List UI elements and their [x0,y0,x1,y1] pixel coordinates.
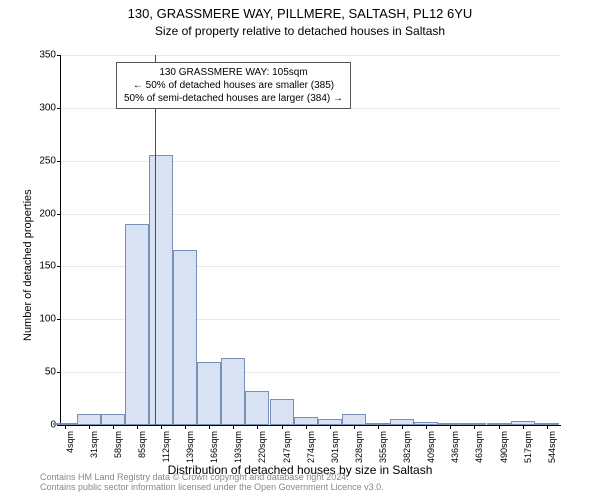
x-tick [354,425,355,429]
x-tick-label: 220sqm [257,431,267,463]
x-tick [161,425,162,429]
x-tick [185,425,186,429]
x-tick-label: 436sqm [450,431,460,463]
bar [101,414,125,425]
y-tick-label: 100 [39,314,56,325]
x-tick-label: 355sqm [378,431,388,463]
y-tick-label: 150 [39,261,56,272]
x-tick-label: 31sqm [89,431,99,458]
x-tick [89,425,90,429]
x-tick [426,425,427,429]
bar [270,399,294,425]
x-tick [209,425,210,429]
legend-line-3: 50% of semi-detached houses are larger (… [124,92,343,105]
chart-subtitle: Size of property relative to detached ho… [0,24,600,38]
x-tick-label: 382sqm [402,431,412,463]
x-tick [306,425,307,429]
x-tick [137,425,138,429]
y-tick-label: 350 [39,50,56,61]
x-tick-label: 85sqm [137,431,147,458]
y-axis-label: Number of detached properties [22,141,34,341]
y-tick-label: 50 [45,367,56,378]
x-tick-label: 112sqm [161,431,171,462]
x-tick-label: 544sqm [547,431,557,463]
x-tick [402,425,403,429]
footer-line-1: Contains HM Land Registry data © Crown c… [40,472,384,482]
grid-line [61,161,561,162]
bar [173,250,197,425]
x-tick [378,425,379,429]
grid-line [61,55,561,56]
x-tick [450,425,451,429]
bar [77,414,101,425]
plot-area: 130 GRASSMERE WAY: 105sqm ← 50% of detac… [60,55,561,426]
bar [197,362,221,425]
y-tick [57,161,61,162]
x-tick [282,425,283,429]
x-tick-label: 409sqm [426,431,436,463]
x-tick [330,425,331,429]
x-tick [113,425,114,429]
y-tick-label: 200 [39,208,56,219]
x-tick-label: 463sqm [474,431,484,463]
x-tick [257,425,258,429]
x-tick-label: 301sqm [330,431,340,463]
y-tick-label: 250 [39,155,56,166]
legend-line-1: 130 GRASSMERE WAY: 105sqm [124,66,343,79]
chart-container: 130, GRASSMERE WAY, PILLMERE, SALTASH, P… [0,0,600,500]
y-tick [57,425,61,426]
chart-title: 130, GRASSMERE WAY, PILLMERE, SALTASH, P… [0,6,600,21]
x-tick-label: 517sqm [523,431,533,463]
bar [149,155,173,425]
bar [125,224,149,425]
x-tick-label: 490sqm [499,431,509,463]
footer-line-2: Contains public sector information licen… [40,482,384,492]
x-tick-label: 328sqm [354,431,364,463]
x-tick-label: 247sqm [282,431,292,463]
x-tick-label: 58sqm [113,431,123,458]
x-tick [523,425,524,429]
y-tick [57,372,61,373]
legend-line-2: ← 50% of detached houses are smaller (38… [124,79,343,92]
footer-text: Contains HM Land Registry data © Crown c… [40,472,384,492]
x-tick-label: 139sqm [185,431,195,463]
y-tick [57,214,61,215]
bar [245,391,269,425]
x-tick-label: 274sqm [306,431,316,463]
x-tick-label: 4sqm [65,431,75,453]
bar [221,358,245,425]
y-tick-label: 300 [39,102,56,113]
bar [294,417,318,425]
reference-line [155,55,157,425]
x-tick [233,425,234,429]
bar [342,414,366,425]
x-tick [499,425,500,429]
x-tick-label: 166sqm [209,431,219,463]
y-tick [57,266,61,267]
legend-box: 130 GRASSMERE WAY: 105sqm ← 50% of detac… [116,62,351,109]
y-tick [57,319,61,320]
x-tick [65,425,66,429]
y-tick [57,55,61,56]
y-tick [57,108,61,109]
x-tick [474,425,475,429]
x-tick [547,425,548,429]
x-tick-label: 193sqm [233,431,243,463]
grid-line [61,214,561,215]
y-tick-label: 0 [50,420,56,431]
